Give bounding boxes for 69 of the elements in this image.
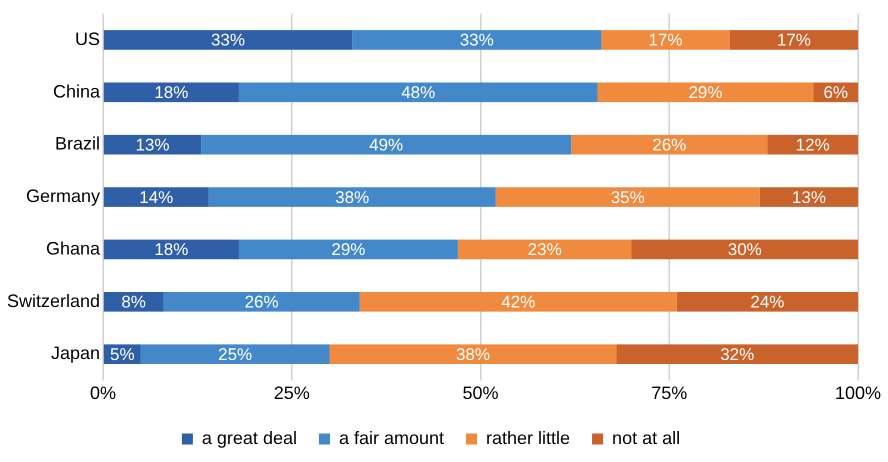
x-tick-label: 0% (90, 383, 116, 404)
x-tick-label: 25% (274, 383, 310, 404)
data-label: 18% (154, 240, 188, 260)
data-label: 23% (528, 240, 562, 260)
bar (458, 240, 632, 260)
legend-label: a great deal (202, 428, 297, 448)
data-label: 26% (652, 135, 686, 154)
y-tick-label: US (75, 28, 100, 49)
data-label: 5% (110, 344, 135, 364)
bar (238, 82, 598, 102)
bar (760, 187, 858, 207)
bar (140, 344, 330, 364)
data-label: 6% (823, 83, 848, 102)
data-label: 13% (792, 188, 826, 207)
bar (616, 344, 858, 364)
bar (767, 134, 858, 155)
bar (104, 187, 209, 207)
legend-label: not at all (612, 428, 680, 448)
bar (632, 240, 858, 260)
bar (676, 292, 858, 312)
data-label: 8% (121, 292, 146, 312)
bar (496, 187, 760, 207)
y-tick-label: Ghana (46, 238, 102, 258)
data-label: 17% (648, 30, 682, 50)
data-label: 29% (688, 83, 723, 102)
data-label: 13% (135, 135, 170, 154)
data-label: 33% (460, 30, 494, 50)
y-tick-label: Germany (26, 186, 100, 206)
bar (201, 134, 572, 155)
bar (208, 187, 496, 207)
data-label: 12% (796, 135, 830, 154)
bar (352, 30, 602, 50)
data-label: 24% (750, 292, 784, 312)
x-tick-label: 100% (834, 383, 882, 404)
legend-label: a fair amount (338, 428, 444, 448)
data-label: 14% (139, 188, 174, 207)
bar (360, 292, 677, 312)
bar (104, 240, 239, 260)
bar (601, 30, 730, 50)
bar (163, 292, 360, 312)
data-label: 35% (610, 188, 645, 207)
bar (104, 82, 239, 102)
data-label: 38% (456, 344, 490, 364)
data-label: 26% (244, 292, 279, 312)
data-label: 29% (331, 240, 366, 260)
data-label: 25% (218, 344, 252, 364)
data-label: 30% (728, 240, 762, 260)
legend-label: rather little (486, 428, 570, 448)
data-label: 32% (720, 344, 754, 364)
data-label: 17% (776, 30, 811, 50)
bar (598, 82, 814, 102)
data-label: 38% (335, 188, 370, 207)
bar (104, 30, 352, 50)
y-tick-label: Switzerland (6, 290, 100, 311)
bar (330, 344, 616, 364)
bar (730, 30, 858, 50)
bar (238, 240, 458, 260)
y-tick-label: China (53, 81, 102, 102)
data-label: 49% (369, 135, 404, 154)
y-tick-label: Brazil (55, 134, 100, 154)
data-label: 18% (154, 83, 188, 102)
x-tick-label: 50% (462, 383, 499, 404)
data-label: 33% (210, 30, 245, 50)
data-label: 48% (401, 83, 436, 102)
data-label: 42% (501, 292, 536, 312)
bar (104, 134, 202, 155)
x-tick-label: 75% (651, 383, 688, 404)
bar (571, 134, 768, 155)
y-tick-label: Japan (50, 343, 100, 364)
